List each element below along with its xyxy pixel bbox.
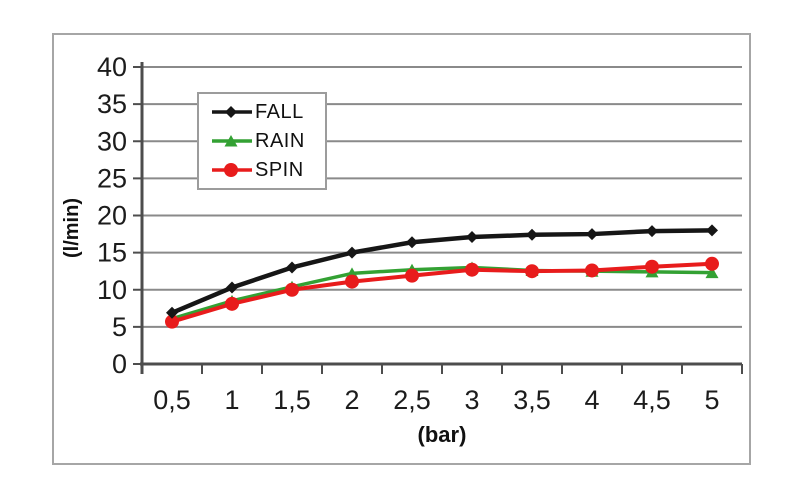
x-tick-label: 4,5 <box>633 385 671 415</box>
y-tick-label: 40 <box>97 52 127 82</box>
fall-diamond-marker <box>526 228 538 241</box>
spin-circle-marker <box>585 263 599 278</box>
legend: FALL RAIN SPIN <box>197 92 327 190</box>
spin-circle-marker <box>165 314 179 329</box>
spin-circle-marker <box>285 282 299 297</box>
y-tick-label: 15 <box>97 238 127 268</box>
x-tick-label: 3 <box>464 385 479 415</box>
spin-circle-marker <box>645 259 659 274</box>
y-axis-title: (l/min) <box>61 198 83 258</box>
spin-circle-marker <box>345 274 359 289</box>
x-tick-label: 2 <box>344 385 359 415</box>
fall-diamond-marker <box>286 261 298 274</box>
series-spin <box>165 256 719 329</box>
fall-line-diamond-icon <box>212 105 252 118</box>
fall-diamond-marker <box>586 228 598 241</box>
legend-spin-circle-marker <box>224 163 238 178</box>
legend-item-spin: SPIN <box>211 160 325 180</box>
legend-item-fall: FALL <box>211 102 325 122</box>
rain-triangle-marker <box>705 266 719 279</box>
series-fall <box>166 224 718 319</box>
y-tick-label: 10 <box>97 275 127 305</box>
x-axis-title: (bar) <box>418 422 467 447</box>
y-tick-label: 5 <box>112 312 127 342</box>
axis-layer <box>133 62 743 374</box>
y-tick-label: 25 <box>97 163 127 193</box>
y-tick-label: 20 <box>97 201 127 231</box>
rain-line-triangle-icon <box>212 134 252 147</box>
x-tick-label: 1 <box>224 385 239 415</box>
tick-label-layer: 0 5 10 15 20 25 30 35 40 0,5 1 1,5 2 2,5 3 3,5 4 4,5 5 <box>97 52 720 415</box>
x-tick-label: 3,5 <box>513 385 551 415</box>
x-tick-label: 5 <box>704 385 719 415</box>
y-tick-label: 35 <box>97 89 127 119</box>
series-line-rain <box>170 265 714 321</box>
fall-diamond-marker <box>706 224 718 237</box>
spin-circle-marker <box>465 262 479 277</box>
spin-line-circle-icon <box>212 163 252 178</box>
fall-diamond-marker <box>166 306 178 319</box>
fall-diamond-marker <box>346 246 358 259</box>
fall-diamond-marker <box>406 236 418 249</box>
legend-label-spin: SPIN <box>255 159 304 182</box>
series-line-spin <box>170 261 714 324</box>
spin-circle-marker <box>225 296 239 311</box>
fall-diamond-marker <box>646 225 658 238</box>
series-layer <box>165 224 719 329</box>
legend-rain-triangle-marker <box>224 134 238 147</box>
fall-diamond-marker <box>226 281 238 294</box>
legend-label-fall: FALL <box>255 100 304 123</box>
x-tick-label: 2,5 <box>393 385 431 415</box>
fall-diamond-marker <box>466 231 478 244</box>
x-tick-label: 0,5 <box>153 385 191 415</box>
y-tick-label: 0 <box>112 349 127 379</box>
x-tick-label: 4 <box>584 385 599 415</box>
spin-circle-marker <box>405 268 419 283</box>
x-tick-label: 1,5 <box>273 385 311 415</box>
series-line-fall <box>169 228 715 316</box>
legend-item-rain: RAIN <box>211 131 325 151</box>
spin-circle-marker <box>705 256 719 271</box>
legend-fall-diamond-marker <box>225 105 237 118</box>
spin-circle-marker <box>525 264 539 279</box>
legend-label-rain: RAIN <box>255 129 305 152</box>
y-tick-label: 30 <box>97 126 127 156</box>
